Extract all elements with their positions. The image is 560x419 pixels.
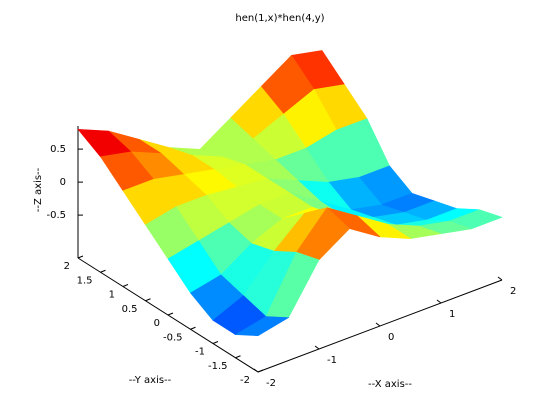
y-tick [77,255,84,259]
y-tick [212,341,219,344]
y-tick-label: 1 [109,290,115,301]
y-tick [190,326,196,330]
z-axis-label: --Z axis-- [33,167,44,212]
y-tick-label: 0 [154,318,160,329]
x-tick-label: 0 [388,332,394,343]
y-tick [167,312,174,316]
y-tick-label: -1.5 [208,361,228,372]
y-tick-label: 2 [64,261,70,272]
surface-patch [234,316,290,337]
y-tick [145,298,151,302]
y-tick-label: 0.5 [122,304,138,315]
x-tick [375,322,381,327]
x-tick [497,276,503,281]
x-tick [436,299,442,304]
x-tick-label: -1 [327,355,337,366]
x-axis-label: --X axis-- [368,379,412,390]
y-tick [257,369,264,373]
y-tick-label: -0.5 [163,332,183,343]
y-axis-label: --Y axis-- [129,375,172,386]
y-tick [122,284,129,287]
x-tick-label: 2 [510,286,516,297]
chart-title: hen(1,x)*hen(4,y) [235,13,324,24]
z-tick-label: 0 [60,177,66,188]
y-tick [235,355,241,359]
y-tick-label: -2 [240,375,250,386]
y-tick-label: -1 [195,347,205,358]
z-tick-label: -0.5 [46,210,66,221]
x-tick [314,345,320,350]
x-tick [253,368,259,373]
x-tick-label: 1 [449,309,455,320]
y-tick [100,269,106,273]
z-tick-label: 0.5 [50,144,66,155]
x-tick-label: -2 [266,378,276,389]
y-tick-label: 1.5 [77,275,93,286]
